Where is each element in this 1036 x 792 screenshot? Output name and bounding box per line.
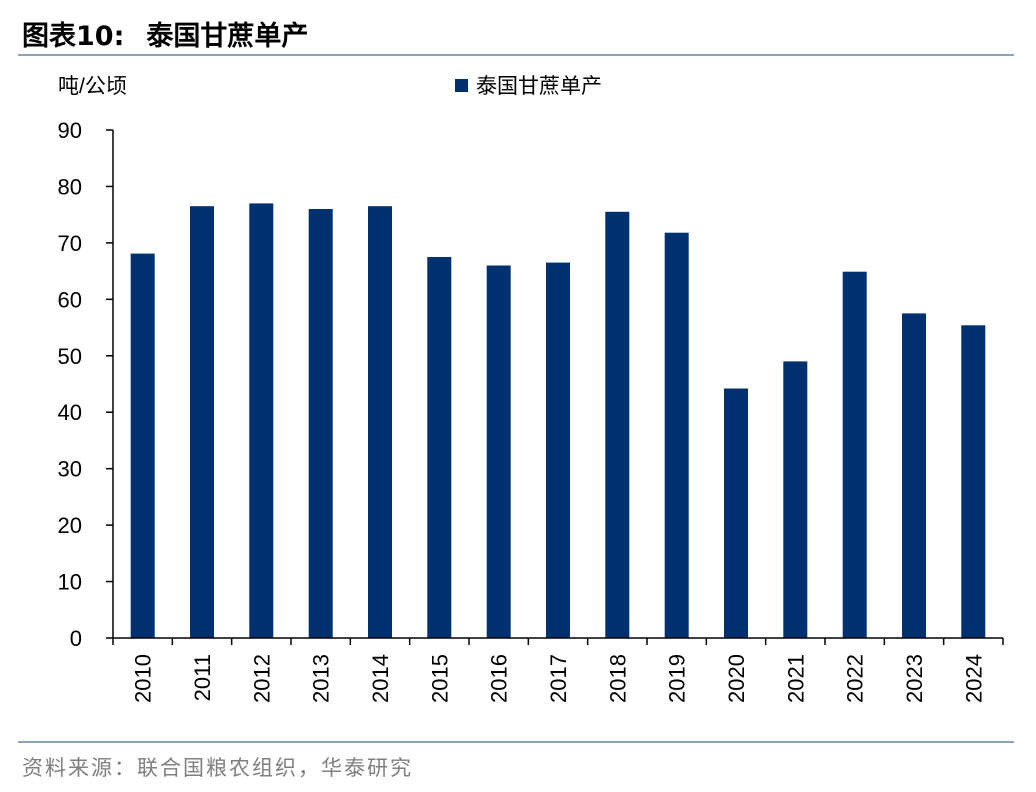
legend-swatch (455, 79, 468, 92)
bar-2023 (902, 313, 926, 638)
y-tick-label-20: 20 (58, 513, 82, 538)
x-tick-label-2021: 2021 (783, 654, 808, 703)
bar-2012 (249, 203, 274, 638)
bar-2016 (486, 265, 511, 638)
bar-2013 (308, 209, 333, 638)
x-tick-label-2022: 2022 (843, 654, 868, 703)
y-tick-label-70: 70 (58, 231, 82, 256)
source-note: 资料来源：联合国粮农组织，华泰研究 (22, 756, 413, 780)
bar-2017 (546, 262, 570, 638)
x-tick-label-2013: 2013 (309, 654, 334, 703)
x-tick-label-2024: 2024 (961, 654, 986, 703)
y-tick-label-80: 80 (58, 174, 82, 199)
legend-label: 泰国甘蔗单产 (476, 75, 602, 98)
y-tick-label-10: 10 (58, 570, 82, 595)
top-divider (18, 54, 1014, 56)
bar-2022 (842, 271, 867, 638)
bar-2011 (190, 206, 214, 638)
bar-2015 (427, 257, 452, 638)
x-tick-label-2020: 2020 (724, 654, 749, 703)
x-tick-label-2023: 2023 (902, 654, 927, 703)
y-tick-label-50: 50 (58, 344, 82, 369)
plot-area: 0 10 20 30 40 50 60 70 80 90 2010 2011 2012 2013 2014 2… (58, 118, 1004, 703)
bottom-divider (18, 741, 1014, 743)
x-tick-label-2010: 2010 (131, 654, 156, 703)
x-tick-label-2018: 2018 (605, 654, 630, 703)
bar-2021 (783, 361, 808, 638)
x-tick-label-2016: 2016 (487, 654, 512, 703)
x-tick-label-2014: 2014 (368, 654, 393, 703)
y-tick-label-60: 60 (58, 287, 82, 312)
bar-2024 (961, 325, 986, 638)
bar-2018 (605, 211, 630, 639)
x-tick-label-2017: 2017 (546, 654, 571, 703)
x-tick-label-2011: 2011 (190, 654, 215, 701)
y-tick-label-40: 40 (58, 400, 82, 425)
bar-2010 (130, 253, 155, 638)
y-tick-label-0: 0 (70, 626, 82, 651)
x-tick-label-2015: 2015 (427, 654, 452, 703)
bar-2020 (724, 388, 748, 638)
bar-2014 (368, 206, 392, 638)
y-tick-label-90: 90 (58, 118, 82, 143)
x-tick-label-2019: 2019 (665, 654, 690, 703)
figure-label: 图表10: (22, 21, 125, 52)
x-tick-label-2012: 2012 (249, 654, 274, 703)
figure-title: 图表10: 泰国甘蔗单产 (22, 14, 308, 53)
figure-title-text: 泰国甘蔗单产 (146, 21, 309, 52)
y-axis-label: 吨/公顷 (58, 75, 127, 98)
y-tick-label-30: 30 (58, 457, 82, 482)
legend: 泰国甘蔗单产 (455, 75, 602, 98)
bar-2019 (664, 232, 689, 638)
